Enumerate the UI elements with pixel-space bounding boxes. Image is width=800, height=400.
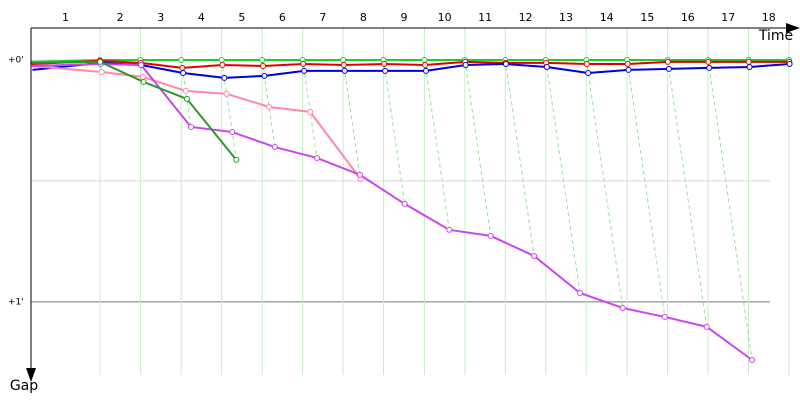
- lapped-line: [585, 59, 624, 309]
- lapped-line: [545, 59, 581, 294]
- point: [745, 58, 752, 65]
- lapped-line: [302, 59, 318, 159]
- x-tick-label: 9: [400, 11, 407, 24]
- point: [585, 70, 592, 77]
- point: [382, 67, 389, 74]
- point: [340, 62, 347, 69]
- x-tick-label: 13: [559, 11, 573, 24]
- point: [786, 61, 793, 68]
- point: [401, 200, 408, 207]
- point: [625, 66, 632, 73]
- point: [233, 156, 240, 163]
- lapped-line: [464, 59, 492, 236]
- x-tick-label: 1: [62, 11, 69, 24]
- point: [462, 62, 469, 69]
- point: [624, 61, 631, 68]
- x-tick-label: 18: [762, 11, 776, 24]
- x-tick-label: 6: [279, 11, 286, 24]
- x-tick-label: 4: [198, 11, 205, 24]
- point: [749, 356, 756, 363]
- point: [301, 67, 308, 74]
- point: [98, 69, 105, 76]
- point: [179, 64, 186, 71]
- y-tick-label: +1': [8, 297, 24, 307]
- point: [259, 56, 266, 63]
- point: [188, 123, 195, 130]
- point: [446, 226, 453, 233]
- point: [619, 304, 626, 311]
- point: [139, 73, 146, 80]
- point: [138, 62, 145, 69]
- x-tick-label: 3: [157, 11, 164, 24]
- x-tick-label: 12: [519, 11, 533, 24]
- x-tick-label: 17: [721, 11, 735, 24]
- point: [664, 58, 671, 65]
- point: [381, 61, 388, 68]
- lapped-line: [423, 59, 450, 230]
- point: [583, 61, 590, 68]
- series-line: [31, 64, 362, 180]
- point: [221, 74, 228, 81]
- point: [356, 171, 363, 178]
- marks: [31, 56, 793, 363]
- lapped-line: [504, 59, 535, 257]
- point: [218, 56, 225, 63]
- point: [266, 103, 273, 110]
- x-axis-arrow: [786, 23, 800, 33]
- point: [313, 154, 320, 161]
- lapped-line: [667, 59, 708, 327]
- point: [140, 78, 147, 85]
- point: [229, 129, 236, 136]
- point: [223, 90, 230, 97]
- point: [422, 62, 429, 69]
- x-axis-label: Time: [758, 28, 793, 44]
- point: [421, 56, 428, 63]
- point: [706, 64, 713, 71]
- point: [341, 67, 348, 74]
- x-tick-label: 10: [438, 11, 452, 24]
- point: [576, 289, 583, 296]
- point: [307, 108, 314, 115]
- series-line: [31, 59, 790, 69]
- x-tick-label: 11: [478, 11, 492, 24]
- x-tick-label: 8: [360, 11, 367, 24]
- lapped-line: [342, 59, 362, 180]
- point: [300, 61, 307, 68]
- point: [705, 58, 712, 65]
- lapped-line: [180, 59, 192, 128]
- point: [531, 252, 538, 259]
- point: [661, 313, 668, 320]
- x-tick-label: 5: [238, 11, 245, 24]
- x-tick-label: 7: [319, 11, 326, 24]
- point: [182, 87, 189, 94]
- y-axis-arrow: [26, 368, 36, 382]
- point: [183, 95, 190, 102]
- x-tick-label: 14: [600, 11, 614, 24]
- point: [219, 62, 226, 69]
- point: [178, 56, 185, 63]
- point: [422, 67, 429, 74]
- point: [665, 65, 672, 72]
- lapped-line: [626, 59, 666, 317]
- point: [260, 62, 267, 69]
- point: [97, 58, 104, 65]
- lapped-line: [383, 59, 406, 204]
- point: [487, 232, 494, 239]
- x-tick-label: 15: [640, 11, 654, 24]
- lapped-line: [707, 59, 753, 361]
- point: [543, 63, 550, 70]
- point: [746, 63, 753, 70]
- point: [261, 72, 268, 79]
- point: [703, 323, 710, 330]
- point: [271, 144, 278, 151]
- grid: [31, 28, 791, 375]
- x-tick-label: 2: [117, 11, 124, 24]
- point: [340, 56, 347, 63]
- point: [180, 70, 187, 77]
- point: [502, 61, 509, 68]
- x-tick-label: 16: [681, 11, 695, 24]
- y-axis-label: Gap: [10, 378, 38, 394]
- y-tick-label: +0': [8, 55, 24, 65]
